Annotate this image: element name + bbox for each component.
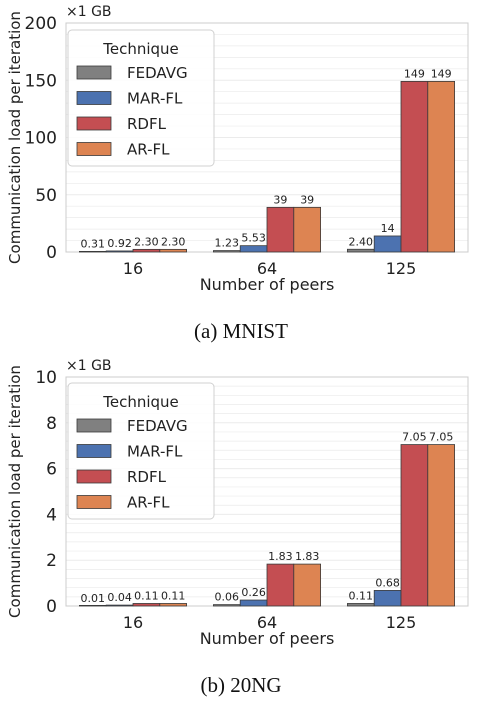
x-tick-label: 125 <box>386 259 417 278</box>
bar-value-label: 0.26 <box>241 586 266 599</box>
bar-value-label: 2.30 <box>134 235 159 248</box>
x-tick-label: 64 <box>257 613 277 632</box>
y-tick-label: 6 <box>46 460 57 480</box>
y-tick-label: 8 <box>46 414 57 434</box>
legend: Technique FEDAVG MAR-FL RDFL AR-FL <box>67 382 215 520</box>
bar-value-label: 0.92 <box>107 237 132 250</box>
bar-value-label: 0.11 <box>161 589 186 602</box>
bar-ar-fl-64 <box>293 206 321 253</box>
scale-label: ×1 GB <box>66 4 112 20</box>
chart-panel-a: 0 50 100 150 200 ×1 GB Communication load per … <box>6 4 469 343</box>
bar-fedavg-64 <box>212 604 241 607</box>
legend-label-ar-fl: AR-FL <box>127 494 170 512</box>
figure-caption: (b) 20NG <box>200 673 281 697</box>
bar-rdfl-16 <box>132 603 161 607</box>
y-axis-label: Communication load per iteration <box>6 365 24 618</box>
bar-ar-fl-64 <box>293 563 321 607</box>
x-tick-label: 16 <box>123 613 143 632</box>
bar-rdfl-64 <box>266 563 295 607</box>
legend-label-rdfl: RDFL <box>127 468 167 486</box>
bar-value-label: 14 <box>381 222 395 235</box>
x-axis-label: Number of peers <box>200 275 335 294</box>
figure-caption: (a) MNIST <box>194 319 288 343</box>
legend: Technique FEDAVG MAR-FL RDFL AR-FL <box>67 29 215 167</box>
legend-box <box>67 29 215 167</box>
bar-mar-fl-64 <box>239 599 268 607</box>
bar-ar-fl-16 <box>159 603 188 607</box>
x-tick-label: 16 <box>123 259 143 278</box>
bar-value-label: 0.68 <box>375 576 400 589</box>
y-tick-label: 50 <box>35 186 57 206</box>
legend-swatch-mar-fl <box>76 91 112 105</box>
y-tick-label: 150 <box>25 71 57 91</box>
bar-value-label: 2.30 <box>161 235 186 248</box>
legend-swatch-fedavg <box>76 418 112 433</box>
bar-value-label: 0.01 <box>81 592 106 605</box>
x-tick-label: 64 <box>257 259 277 278</box>
bar-value-label: 0.31 <box>81 238 106 251</box>
bar-value-label: 149 <box>404 67 425 80</box>
bar-value-label: 1.23 <box>215 237 240 250</box>
legend-label-ar-fl: AR-FL <box>127 141 170 159</box>
y-tick-label: 2 <box>46 551 57 571</box>
y-axis-label: Communication load per iteration <box>6 11 24 264</box>
chart-panel-b: 0 2 4 6 8 10 ×1 GB Communication load per itera… <box>6 358 469 697</box>
bar-value-label: 2.40 <box>349 235 374 248</box>
y-tick-label: 0 <box>46 243 57 263</box>
bar-value-label: 0.04 <box>107 591 132 604</box>
bar-mar-fl-125 <box>373 235 402 253</box>
bar-ar-fl-125 <box>427 80 455 253</box>
bar-ar-fl-16 <box>159 248 188 253</box>
legend-box <box>67 382 215 520</box>
bar-value-label: 1.83 <box>268 550 293 563</box>
y-tick-label: 0 <box>46 597 57 617</box>
bar-value-label: 39 <box>300 193 314 206</box>
bar-mar-fl-16 <box>105 250 134 253</box>
legend-label-mar-fl: MAR-FL <box>127 90 183 108</box>
legend-label-mar-fl: MAR-FL <box>127 443 183 461</box>
bar-value-label: 149 <box>431 67 452 80</box>
bar-rdfl-16 <box>132 248 161 253</box>
scale-label: ×1 GB <box>66 358 112 374</box>
legend-label-fedavg: FEDAVG <box>127 64 188 82</box>
bar-rdfl-125 <box>400 444 429 607</box>
bar-fedavg-16 <box>79 605 107 607</box>
legend-swatch-mar-fl <box>76 444 112 458</box>
bar-rdfl-125 <box>400 80 429 253</box>
bar-fedavg-125 <box>346 603 375 607</box>
bar-fedavg-64 <box>212 250 241 253</box>
bar-ar-fl-125 <box>427 444 455 607</box>
legend-swatch-fedavg <box>76 65 112 80</box>
legend-swatch-rdfl <box>76 469 112 484</box>
bar-rdfl-64 <box>266 206 295 253</box>
bar-fedavg-125 <box>346 248 375 253</box>
bar-fedavg-16 <box>79 250 107 253</box>
y-tick-label: 4 <box>46 505 57 525</box>
legend-swatch-ar-fl <box>76 142 112 156</box>
bar-value-label: 0.11 <box>349 589 374 602</box>
legend-title: Technique <box>102 40 179 58</box>
x-axis-label: Number of peers <box>200 629 335 648</box>
legend-title: Technique <box>102 393 179 411</box>
bar-mar-fl-125 <box>373 590 402 607</box>
bar-mar-fl-16 <box>105 604 134 607</box>
bar-value-label: 5.53 <box>241 232 266 245</box>
bar-mar-fl-64 <box>239 245 268 253</box>
bar-value-label: 7.05 <box>429 431 454 444</box>
bar-value-label: 7.05 <box>402 431 427 444</box>
x-tick-label: 125 <box>386 613 417 632</box>
legend-swatch-rdfl <box>76 116 112 131</box>
bar-value-label: 0.11 <box>134 589 159 602</box>
legend-label-fedavg: FEDAVG <box>127 417 188 435</box>
y-tick-label: 100 <box>25 129 57 149</box>
bar-value-label: 1.83 <box>295 550 320 563</box>
bar-value-label: 0.06 <box>215 591 240 604</box>
bar-value-label: 39 <box>273 193 287 206</box>
y-tick-label: 10 <box>35 368 57 388</box>
legend-swatch-ar-fl <box>76 495 112 509</box>
y-tick-label: 200 <box>25 14 57 34</box>
legend-label-rdfl: RDFL <box>127 115 167 133</box>
